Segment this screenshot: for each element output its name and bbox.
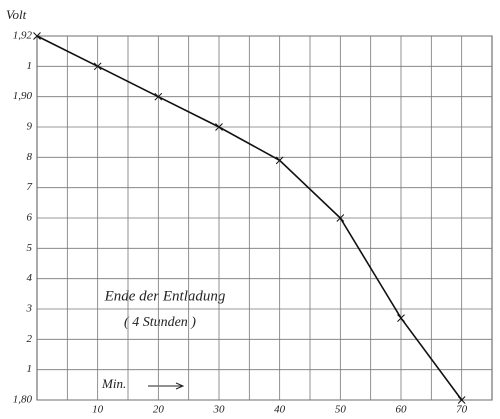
y-tick-label: 6 — [27, 212, 33, 224]
marker — [275, 156, 284, 165]
line — [36, 35, 463, 401]
x-tick-label: 30 — [213, 404, 226, 416]
x-tick-label: 20 — [153, 404, 165, 416]
annotation: ( 4 Stunden ) — [124, 315, 196, 330]
y-tick-label: 1,92 — [13, 30, 33, 42]
y-tick-label: 7 — [27, 181, 33, 193]
y-tick-label: 4 — [27, 272, 33, 284]
y-tick-label: 1 — [27, 60, 33, 72]
y-tick-label: 5 — [27, 242, 33, 254]
x-tick-label: 50 — [335, 404, 347, 416]
y-tick-label: 1,90 — [13, 90, 33, 102]
x-tick-label: 10 — [92, 404, 104, 416]
marker — [215, 123, 223, 131]
y-tick-label: 8 — [27, 151, 33, 163]
marker — [93, 62, 102, 71]
x-tick-label: 60 — [396, 404, 408, 416]
marker — [154, 92, 163, 101]
annotation: Ende der Entladung — [104, 288, 226, 304]
x-tick-label: 40 — [274, 404, 286, 416]
y-tick-label: 1,80 — [13, 394, 33, 406]
x-axis-label: Min. — [101, 376, 126, 391]
marker — [397, 314, 405, 322]
marker — [33, 32, 41, 40]
y-tick-label: 9 — [27, 121, 33, 133]
marker — [336, 214, 345, 222]
y-tick-label: 1 — [27, 363, 33, 375]
y-tick-label: 3 — [26, 303, 33, 315]
marker — [457, 396, 466, 404]
y-axis-label: Volt — [6, 7, 27, 22]
x-tick-label: 70 — [456, 404, 468, 416]
y-tick-label: 2 — [27, 333, 33, 345]
arrow-head — [175, 382, 185, 390]
